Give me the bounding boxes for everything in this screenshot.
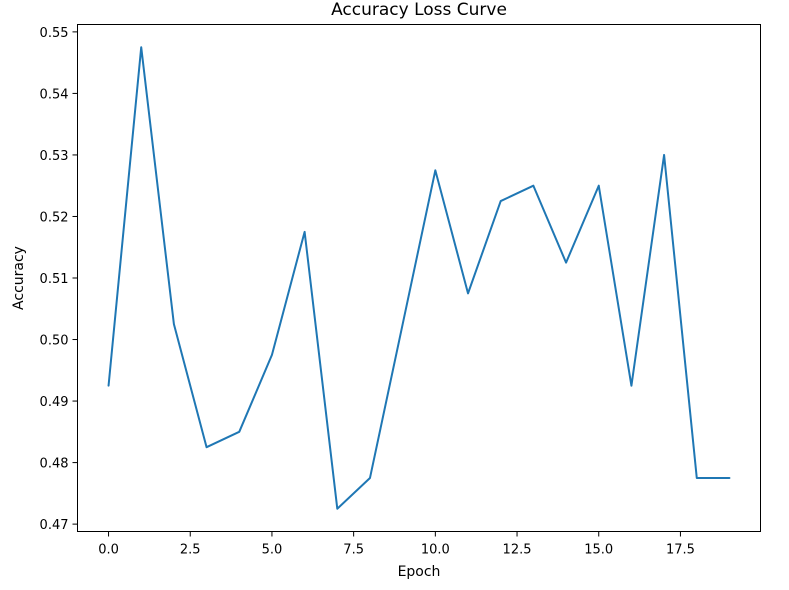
x-tick-label: 17.5 [666,543,695,558]
y-tick-label: 0.51 [40,272,69,287]
x-tick-label: 7.5 [343,543,364,558]
x-tick-label: 5.0 [262,543,283,558]
x-tick-label: 0.0 [98,543,119,558]
series-line-accuracy [107,46,731,510]
x-tick-label: 10.0 [421,543,450,558]
y-tick-label: 0.52 [40,210,69,225]
y-axis-label: Accuracy [11,246,27,310]
y-tick-label: 0.47 [40,518,69,533]
y-tick-label: 0.49 [40,395,69,410]
y-tick-label: 0.50 [40,334,69,349]
y-tick-label: 0.48 [40,457,69,472]
y-tick-label: 0.53 [40,149,69,164]
series-layer [107,46,731,510]
chart-title: Accuracy Loss Curve [331,0,507,20]
x-tick-label: 2.5 [180,543,201,558]
y-tick-label: 0.55 [40,26,69,41]
x-tick-label: 15.0 [584,543,613,558]
plot-area-frame [77,24,761,532]
y-tick-label: 0.54 [40,87,69,102]
x-axis-label: Epoch [398,564,441,580]
x-tick-label: 12.5 [503,543,532,558]
ticks-layer: 0.0 2.5 5.0 7.5 10.0 12.5 15.0 17.5 0.47 0.48 0.49… [40,26,695,558]
